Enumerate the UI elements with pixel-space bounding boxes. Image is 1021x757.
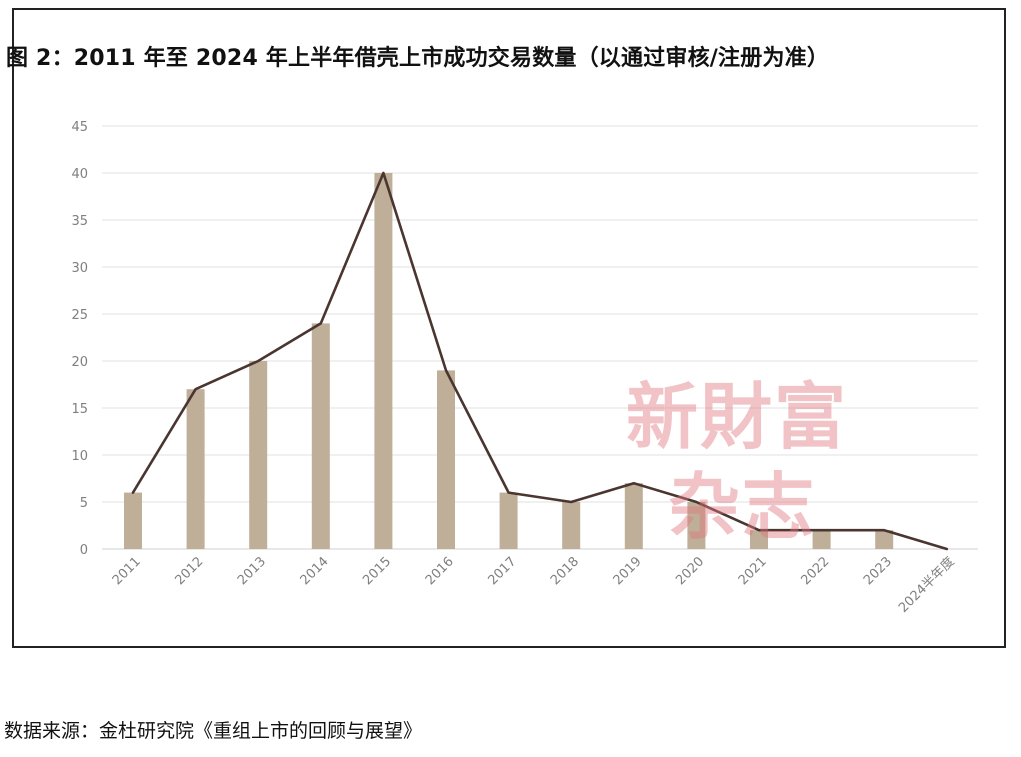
- y-tick-label: 45: [71, 120, 88, 135]
- y-tick-label: 5: [80, 496, 88, 511]
- line-series: [131, 171, 949, 551]
- x-tick-label: 2016: [423, 554, 457, 588]
- x-tick-label: 2013: [235, 554, 269, 588]
- x-tick-label: 2014: [298, 554, 332, 588]
- y-tick-label: 10: [71, 449, 88, 464]
- x-tick-label: 2023: [861, 554, 895, 588]
- x-tick-label: 2020: [673, 554, 707, 588]
- x-tick-label: 2015: [360, 554, 394, 588]
- x-tick-label: 2021: [736, 554, 770, 588]
- bar: [186, 389, 205, 549]
- x-tick-label: 2024半年度: [895, 554, 957, 616]
- x-tick-label: 2018: [548, 554, 582, 588]
- bar: [687, 502, 706, 549]
- bar: [124, 492, 142, 549]
- bar-series: [124, 173, 894, 549]
- x-tick-label: 2022: [798, 554, 832, 588]
- y-tick-label: 35: [71, 214, 88, 229]
- bar: [875, 530, 894, 549]
- bar: [249, 361, 268, 549]
- bar: [499, 492, 518, 549]
- bar: [812, 530, 831, 549]
- y-tick-label: 25: [71, 308, 88, 323]
- series-line: [131, 171, 949, 551]
- bar: [624, 483, 643, 549]
- grid-lines: [102, 125, 978, 550]
- bar: [437, 370, 455, 549]
- y-tick-label: 0: [80, 543, 88, 558]
- y-tick-label: 20: [71, 355, 88, 370]
- y-tick-label: 15: [71, 402, 88, 417]
- source-note: 数据来源：金杜研究院《重组上市的回顾与展望》: [4, 720, 423, 742]
- x-tick-label: 2017: [485, 554, 519, 588]
- chart-title: 图 2：2011 年至 2024 年上半年借壳上市成功交易数量（以通过审核/注册…: [6, 46, 830, 71]
- y-tick-label: 30: [71, 261, 88, 276]
- y-tick-label: 40: [71, 167, 88, 182]
- x-tick-label: 2011: [110, 554, 144, 588]
- bar: [562, 502, 581, 549]
- x-tick-label: 2019: [611, 554, 645, 588]
- x-axis-ticks: 2011 2012 2013 2014 2015 2016 2017 2018 2019 2020…: [110, 554, 958, 616]
- y-axis-ticks: 0 5 10 15 20 25 30 35 40 45: [71, 120, 88, 558]
- bar: [311, 323, 330, 549]
- bar: [750, 530, 768, 549]
- x-tick-label: 2012: [172, 554, 206, 588]
- bar: [374, 173, 393, 549]
